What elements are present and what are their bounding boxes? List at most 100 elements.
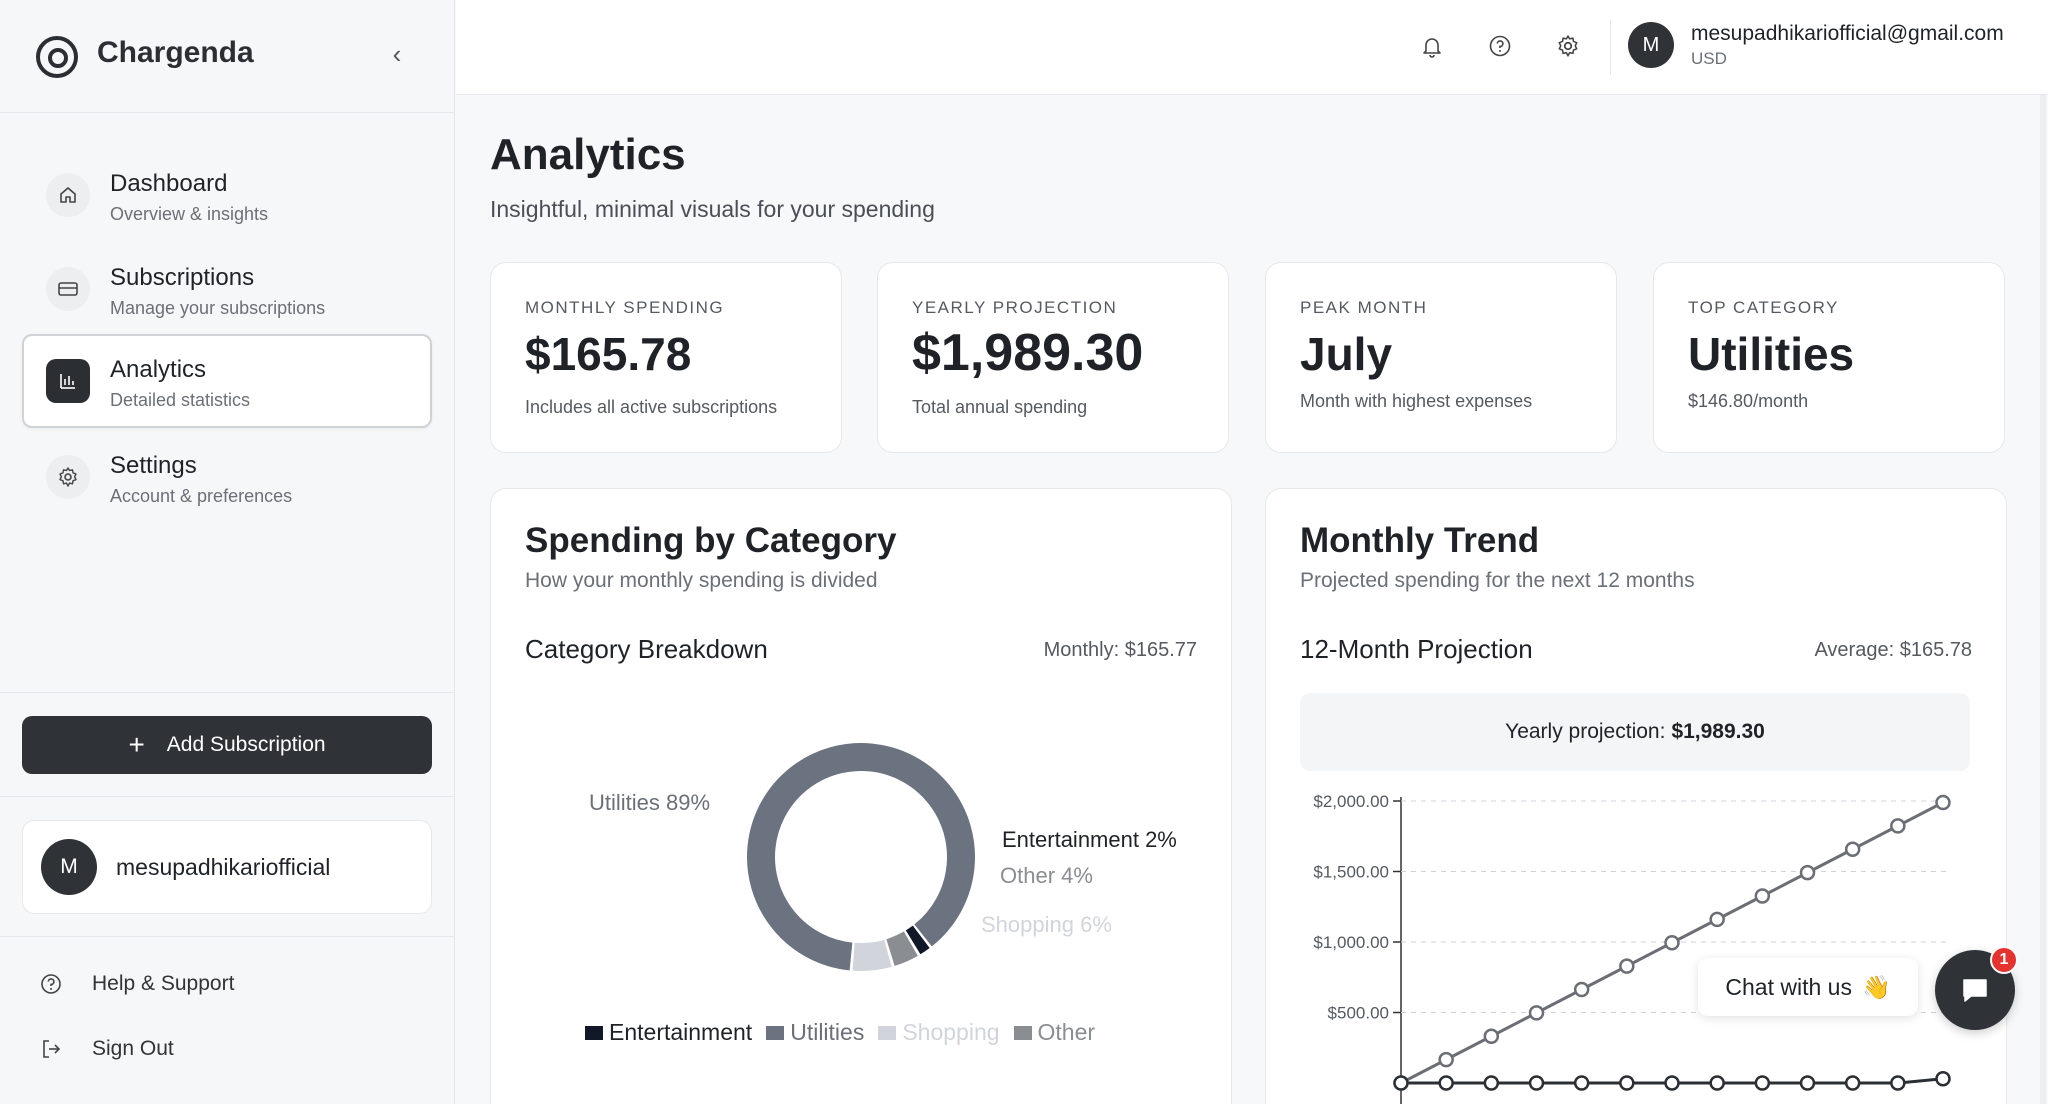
data-point[interactable]	[1573, 1075, 1590, 1091]
plus-icon: +	[128, 729, 145, 760]
legend-swatch	[766, 1025, 785, 1040]
sidebar-item-dashboard[interactable]: Dashboard Overview & insights	[22, 148, 432, 242]
average-value: Average: $165.78	[1814, 639, 1972, 661]
sidebar-item-subscriptions[interactable]: Subscriptions Manage your subscriptions	[22, 242, 432, 336]
data-point[interactable]	[1890, 818, 1906, 834]
topbar: M mesupadhikariofficial@gmail.com USD	[456, 0, 2048, 95]
y-tick-label: $500.00	[1328, 1004, 1389, 1023]
legend-item-shopping: Shopping	[878, 1019, 1000, 1046]
donut-slice-utilities[interactable]	[747, 743, 975, 971]
sidebar-item-title: Dashboard	[110, 170, 228, 197]
stat-card-monthly-spending: MONTHLY SPENDING $165.78 Includes all ac…	[490, 262, 842, 453]
data-point[interactable]	[1890, 1075, 1906, 1091]
data-point[interactable]	[1799, 864, 1816, 881]
data-point[interactable]	[1844, 1075, 1861, 1091]
chevron-left-icon[interactable]: ‹	[392, 39, 402, 69]
projection-label: Yearly projection:	[1505, 720, 1666, 743]
panel-subtitle: How your monthly spending is divided	[525, 569, 878, 592]
help-icon[interactable]	[1486, 32, 1514, 60]
spending-by-category-panel: Spending by Category How your monthly sp…	[490, 488, 1232, 1104]
data-point[interactable]	[1573, 981, 1590, 998]
add-subscription-button[interactable]: + Add Subscription	[22, 716, 432, 774]
avatar[interactable]: M	[1628, 22, 1674, 68]
help-support-label: Help & Support	[92, 972, 235, 995]
sidebar-item-subtitle: Detailed statistics	[110, 390, 251, 410]
panel-subtitle: Projected spending for the next 12 month…	[1300, 569, 1695, 592]
stat-desc: $146.80/month	[1688, 391, 1809, 411]
projection-value: $1,989.30	[1671, 720, 1765, 743]
sidebar-item-analytics[interactable]: Analytics Detailed statistics	[22, 334, 432, 428]
stat-value: $165.78	[525, 328, 692, 380]
help-support-link[interactable]: Help & Support	[40, 972, 234, 996]
data-point[interactable]	[1619, 1075, 1635, 1091]
donut-slice-entertainment[interactable]	[721, 717, 1001, 997]
gear-icon	[46, 455, 90, 499]
data-point[interactable]	[1709, 1075, 1725, 1091]
data-point[interactable]	[1528, 1075, 1545, 1091]
slice-label-shopping: Shopping 6%	[981, 912, 1112, 937]
data-point[interactable]	[1799, 1075, 1816, 1091]
data-point[interactable]	[1844, 841, 1861, 858]
y-tick-label: $1,500.00	[1313, 863, 1389, 882]
slice-label-other: Other 4%	[1000, 863, 1093, 888]
wave-emoji-icon: 👋	[1861, 973, 1891, 1000]
sidebar-item-settings[interactable]: Settings Account & preferences	[22, 430, 432, 524]
legend-label: Shopping	[902, 1019, 1000, 1045]
stat-card-top-category: TOP CATEGORY Utilities $146.80/month	[1653, 262, 2005, 453]
y-tick-label: $2,000.00	[1313, 792, 1389, 811]
legend-swatch	[585, 1025, 603, 1040]
sign-out-link[interactable]: Sign Out	[40, 1037, 174, 1061]
chat-label: Chat with us	[1725, 973, 1852, 1000]
user-email: mesupadhikariofficial@gmail.com	[1691, 22, 2004, 45]
data-point[interactable]	[1438, 1075, 1454, 1091]
page-subtitle: Insightful, minimal visuals for your spe…	[490, 196, 935, 222]
stat-label: TOP CATEGORY	[1688, 298, 1839, 317]
bell-icon[interactable]	[1418, 32, 1446, 60]
user-card[interactable]: M mesupadhikariofficial	[22, 820, 432, 914]
data-point[interactable]	[1935, 794, 1951, 811]
sign-out-icon	[43, 1040, 61, 1058]
legend-label: Other	[1037, 1019, 1096, 1045]
user-name: mesupadhikariofficial	[116, 854, 331, 880]
category-donut-chart	[721, 717, 1001, 997]
data-point[interactable]	[1754, 1075, 1771, 1091]
data-point[interactable]	[1483, 1028, 1500, 1045]
panel-title: Spending by Category	[525, 521, 897, 560]
stat-value: Utilities	[1688, 328, 1855, 380]
chat-with-us-bubble[interactable]: Chat with us 👋	[1698, 958, 1918, 1016]
settings-gear-icon[interactable]	[1554, 32, 1582, 60]
data-point[interactable]	[1935, 1071, 1951, 1087]
data-point[interactable]	[1393, 1075, 1409, 1091]
slice-label-utilities: Utilities 89%	[589, 790, 711, 815]
bar-chart-icon	[46, 359, 90, 403]
sidebar-item-title: Analytics	[110, 356, 207, 383]
data-point[interactable]	[1438, 1051, 1454, 1068]
chat-icon	[1963, 979, 1987, 1002]
donut-slice-shopping[interactable]	[738, 734, 985, 981]
data-point[interactable]	[1754, 888, 1771, 904]
legend-item-entertainment: Entertainment	[585, 1019, 752, 1046]
stat-desc: Total annual spending	[912, 397, 1088, 417]
sidebar-divider	[0, 692, 455, 693]
user-currency: USD	[1691, 49, 1727, 68]
data-point[interactable]	[1664, 935, 1680, 951]
sidebar: Chargenda ‹ Dashboard Overview & insight…	[0, 0, 455, 1104]
stat-label: MONTHLY SPENDING	[525, 298, 725, 317]
stat-card-yearly-projection: YEARLY PROJECTION $1,989.30 Total annual…	[877, 262, 1229, 453]
data-point[interactable]	[1664, 1075, 1680, 1091]
chargenda-logo-icon	[36, 36, 78, 78]
chart-legend: Entertainment Utilities Shopping Other	[585, 1019, 1095, 1046]
sidebar-divider	[0, 796, 455, 797]
scrollbar[interactable]	[2040, 95, 2046, 1104]
data-point[interactable]	[1619, 958, 1635, 974]
legend-label: Entertainment	[609, 1019, 753, 1045]
data-point[interactable]	[1709, 911, 1725, 928]
trend-line-chart: $2,000.00 $1,500.00 $1,000.00 $500.00	[1313, 792, 1951, 1104]
data-point[interactable]	[1483, 1075, 1500, 1091]
stat-value: July	[1300, 328, 1393, 380]
data-point[interactable]	[1528, 1005, 1545, 1021]
legend-label: Utilities	[790, 1019, 865, 1045]
category-breakdown-heading: Category Breakdown	[525, 634, 768, 664]
legend-swatch	[878, 1025, 897, 1040]
panel-title: Monthly Trend	[1300, 521, 1540, 560]
